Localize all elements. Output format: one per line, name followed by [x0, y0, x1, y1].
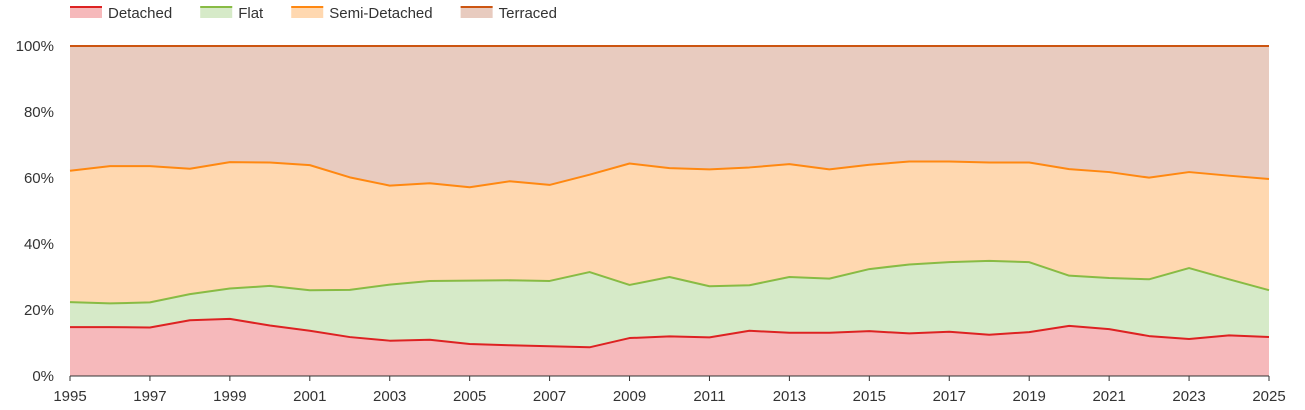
area-flat	[70, 260, 1269, 348]
legend-label: Terraced	[499, 5, 557, 22]
legend-item-terraced: Terraced	[460, 5, 557, 22]
x-tick-label: 2005	[453, 388, 486, 405]
legend-label: Detached	[108, 5, 172, 22]
legend-swatch	[200, 6, 233, 18]
legend: Detached Flat Semi-Detached Terraced	[70, 5, 557, 22]
line-semi-detached	[69, 160, 1270, 189]
legend-item-detached: Detached	[70, 5, 172, 22]
x-tick-label: 1999	[213, 388, 246, 405]
axes: 0% 20% 40% 60% 80% 100% 1995 1997 1999 2001 2003 20…	[16, 38, 1286, 405]
x-tick-label: 2015	[853, 388, 886, 405]
legend-swatch-line	[70, 6, 102, 8]
x-tick-label: 2017	[933, 388, 966, 405]
legend-swatch	[291, 6, 324, 18]
legend-swatch-line	[200, 6, 233, 8]
legend-swatch	[70, 6, 102, 18]
legend-swatch-line	[460, 6, 493, 8]
legend-label: Semi-Detached	[329, 5, 432, 22]
x-tick-label: 2013	[773, 388, 806, 405]
legend-item-semi-detached: Semi-Detached	[291, 5, 433, 22]
area-terraced	[70, 46, 1269, 188]
y-tick-label: 100%	[16, 38, 54, 55]
area-semi-detached	[70, 161, 1269, 304]
x-tick-label: 2019	[1013, 388, 1046, 405]
x-tick-label: 2009	[613, 388, 646, 405]
legend-label: Flat	[238, 5, 264, 22]
area-detached	[70, 318, 1269, 376]
y-tick-label: 0%	[32, 368, 54, 385]
series-lines	[69, 45, 1270, 349]
legend-item-flat: Flat	[200, 5, 264, 22]
x-tick-label: 1997	[133, 388, 166, 405]
y-tick-label: 40%	[24, 236, 54, 253]
x-tick-label: 2011	[693, 388, 725, 405]
x-tick-label: 2007	[533, 388, 566, 405]
x-tick-label: 1995	[53, 388, 86, 405]
series-areas	[70, 46, 1269, 376]
legend-swatch	[460, 6, 493, 18]
x-tick-label: 2003	[373, 388, 406, 405]
y-tick-label: 80%	[24, 104, 54, 121]
y-tick-label: 60%	[24, 170, 54, 187]
y-tick-label: 20%	[24, 302, 54, 319]
x-tick-label: 2021	[1092, 388, 1125, 405]
x-tick-label: 2025	[1252, 388, 1285, 405]
line-flat	[69, 259, 1270, 305]
x-tick-label: 2023	[1172, 388, 1205, 405]
line-detached	[70, 317, 1270, 349]
legend-swatch-line	[291, 6, 324, 8]
x-tick-label: 2001	[293, 388, 326, 405]
